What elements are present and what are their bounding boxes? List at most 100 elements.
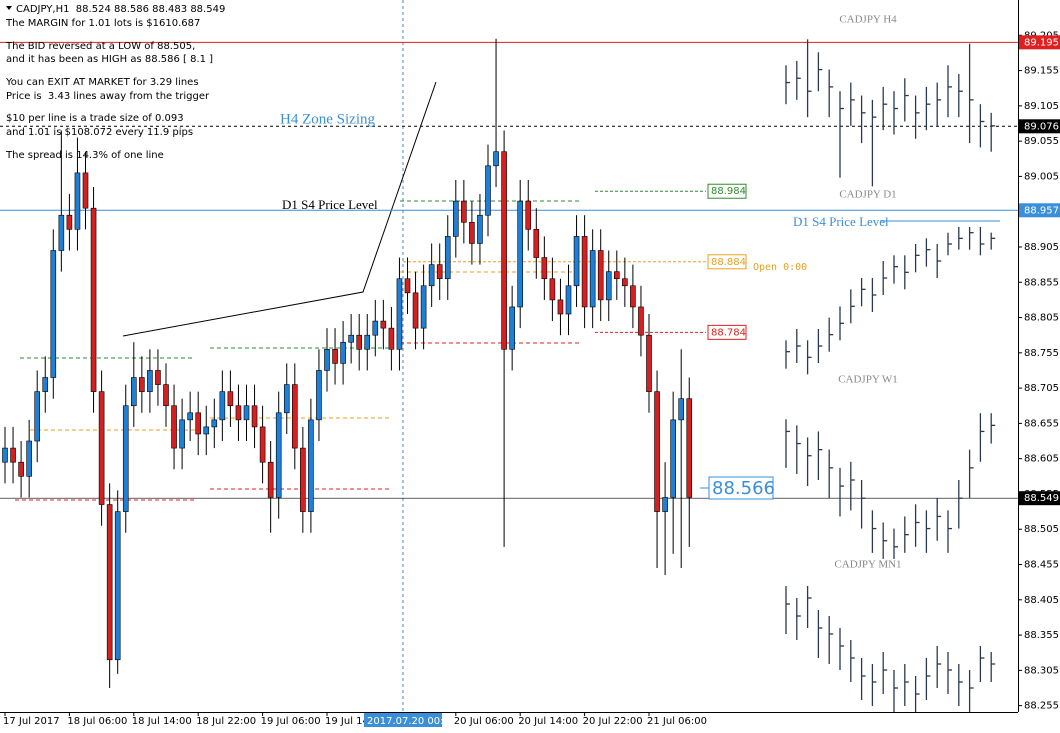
candle-body	[74, 172, 81, 230]
candle-body	[420, 285, 427, 329]
candle-body	[654, 391, 660, 512]
candle-body	[517, 200, 524, 308]
candle-body	[147, 370, 153, 392]
candle-body	[340, 341, 346, 364]
x-tick-label: 19 Jul 14:	[325, 716, 372, 727]
candle-body	[251, 405, 258, 428]
x-tick-label: 20 Jul 22:00	[583, 716, 643, 727]
candle-body	[670, 419, 676, 498]
candle-body	[66, 214, 73, 230]
candle-body	[525, 200, 532, 230]
x-tick-label: 17 Jul 2017	[3, 716, 60, 727]
menu-arrow	[6, 6, 12, 10]
candle-body	[469, 221, 475, 244]
candle-body	[638, 306, 644, 336]
candle-body	[646, 334, 652, 392]
y-tick-label: 88.255	[1024, 701, 1059, 712]
open-label: Open 0:00	[753, 262, 807, 273]
candle-body	[332, 348, 338, 364]
candle-body	[179, 419, 185, 449]
candle-body	[461, 200, 467, 223]
candle-body	[131, 377, 137, 407]
candle-body	[275, 412, 282, 498]
x-tick-label: 20 Jul 06:00	[454, 716, 514, 727]
y-tick-label: 88.355	[1024, 630, 1059, 641]
price-mark-label: 89.195	[1024, 37, 1059, 48]
price-mark-bg	[1019, 119, 1060, 134]
level-label: 88.784	[711, 327, 746, 338]
y-tick-label: 88.705	[1024, 383, 1059, 394]
candle-body	[171, 405, 177, 449]
y-tick-label: 88.455	[1024, 560, 1059, 571]
level-box	[707, 183, 747, 199]
marks: 89.20589.15589.10589.05589.00588.95588.9…	[0, 14, 1060, 727]
candle-body	[187, 412, 193, 421]
candle-body	[622, 278, 628, 287]
candle-body	[573, 236, 580, 287]
candle-body	[308, 419, 314, 512]
candle-body	[219, 391, 226, 421]
candle-body	[678, 398, 685, 421]
y-tick-label: 88.755	[1024, 348, 1059, 359]
candle-body	[444, 236, 451, 280]
info-line: You can EXIT AT MARKET for 3.29 lines	[5, 77, 199, 88]
candle-body	[324, 348, 330, 371]
x-tick-label: 19 Jul 06:00	[261, 716, 321, 727]
candle-body	[388, 327, 395, 350]
level-box	[707, 254, 747, 270]
x-tick-label: 21 Jul 06:00	[647, 716, 707, 727]
candle-body	[686, 398, 693, 498]
candle-body	[501, 151, 507, 350]
candle-body	[348, 334, 354, 343]
candle-body	[613, 271, 620, 280]
candle-body	[50, 250, 57, 378]
candle-body	[581, 236, 588, 308]
y-tick-label: 88.605	[1024, 454, 1059, 465]
candle-body	[211, 419, 218, 428]
h4-zone-label: H4 Zone Sizing	[280, 111, 375, 127]
candle-body	[227, 391, 234, 407]
candle-body	[356, 334, 363, 350]
candle-body	[291, 384, 298, 449]
candle-body	[267, 461, 274, 498]
candle-body	[42, 377, 49, 392]
price-mark-bg	[1019, 35, 1060, 50]
candle-body	[300, 447, 306, 512]
info-line: The spread is 14.3% of one line	[5, 150, 164, 161]
candle-body	[436, 264, 443, 280]
candle-body	[412, 292, 419, 329]
candle-body	[380, 320, 387, 329]
level-label: 88.884	[711, 257, 746, 268]
candle-body	[477, 214, 483, 244]
info-line: and 1.01 is $108.072 every 11.9 pips	[6, 127, 193, 138]
candle-body	[565, 285, 572, 315]
price-mark-bg	[1019, 203, 1060, 218]
d1-panel-label: D1 S4 Price Level	[793, 214, 889, 229]
candle-body	[58, 214, 65, 251]
price-mark-label: 89.076	[1024, 121, 1059, 132]
candle-body	[122, 405, 129, 512]
price-mark-label: 88.957	[1024, 205, 1059, 216]
candle-body	[114, 511, 121, 661]
panel-title: CADJPY D1	[839, 189, 896, 201]
y-tick-label: 88.655	[1024, 418, 1059, 429]
candle-body	[589, 250, 596, 308]
candle-body	[493, 151, 499, 167]
candle-body	[283, 384, 290, 414]
level-box	[707, 324, 747, 340]
crosshair-label: 2017.07.20 00:00	[367, 716, 456, 727]
candle-body	[316, 370, 322, 421]
y-tick-label: 88.305	[1024, 665, 1059, 676]
y-tick-label: 88.805	[1024, 313, 1059, 324]
y-tick-label: 88.855	[1024, 277, 1059, 288]
price-box	[708, 476, 774, 500]
candle-body	[235, 405, 242, 421]
candle-body	[509, 306, 515, 350]
price-box-text: 88.566	[712, 478, 775, 499]
crosshair-label-bg	[364, 713, 442, 727]
candle-body	[259, 426, 266, 463]
candle-body	[557, 299, 564, 315]
info-line: The MARGIN for 1.01 lots is $1610.687	[5, 18, 200, 29]
